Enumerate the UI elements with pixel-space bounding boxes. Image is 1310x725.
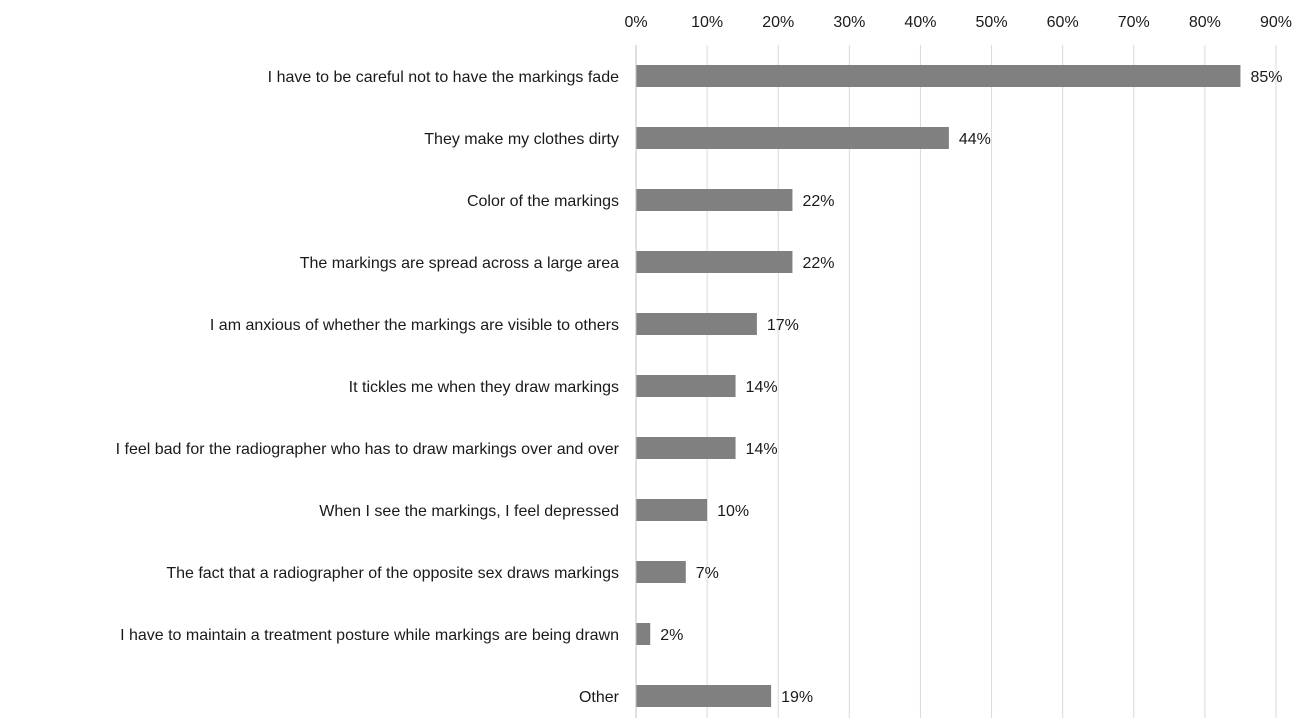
bar: [636, 437, 736, 459]
data-label: 14%: [746, 379, 778, 396]
x-tick-label: 40%: [904, 14, 936, 31]
bar: [636, 127, 949, 149]
x-tick-label: 70%: [1118, 14, 1150, 31]
x-tick-label: 30%: [833, 14, 865, 31]
data-label: 85%: [1250, 69, 1282, 86]
x-tick-label: 10%: [691, 14, 723, 31]
x-tick-label: 60%: [1047, 14, 1079, 31]
bar: [636, 65, 1241, 87]
bars: [636, 65, 1241, 707]
bar: [636, 499, 708, 521]
category-label: The markings are spread across a large a…: [300, 255, 619, 272]
bar: [636, 189, 793, 211]
data-label: 7%: [696, 565, 719, 582]
x-tick-label: 80%: [1189, 14, 1221, 31]
data-label: 14%: [746, 441, 778, 458]
bar: [636, 375, 736, 397]
category-label: They make my clothes dirty: [424, 131, 619, 148]
category-labels: I have to be careful not to have the mar…: [116, 69, 620, 706]
data-label: 2%: [660, 627, 683, 644]
category-label: I have to maintain a treatment posture w…: [120, 627, 619, 644]
gridlines: [706, 45, 1277, 718]
x-tick-label: 50%: [976, 14, 1008, 31]
data-label: 22%: [802, 255, 834, 272]
category-label: Color of the markings: [467, 193, 619, 210]
data-label: 10%: [717, 503, 749, 520]
category-label: The fact that a radiographer of the oppo…: [166, 565, 619, 582]
bar: [636, 623, 651, 645]
data-label: 17%: [767, 317, 799, 334]
x-tick-label: 90%: [1260, 14, 1292, 31]
bar: [636, 561, 686, 583]
category-label: I have to be careful not to have the mar…: [268, 69, 619, 86]
bar: [636, 251, 793, 273]
bar: [636, 313, 757, 335]
x-tick-label: 0%: [624, 14, 647, 31]
category-label: Other: [579, 689, 620, 706]
category-label: When I see the markings, I feel depresse…: [319, 503, 619, 520]
x-axis-ticks: 0% 10% 20% 30% 40% 50% 60% 70% 80% 90%: [624, 14, 1292, 31]
category-label: I am anxious of whether the markings are…: [210, 317, 619, 334]
x-tick-label: 20%: [762, 14, 794, 31]
category-label: I feel bad for the radiographer who has …: [116, 441, 620, 458]
data-label: 22%: [802, 193, 834, 210]
data-label: 44%: [959, 131, 991, 148]
data-labels: 85% 44% 22% 22% 17% 14% 14% 10% 7% 2% 19%: [660, 69, 1282, 706]
bar: [636, 685, 772, 707]
category-label: It tickles me when they draw markings: [349, 379, 619, 396]
data-label: 19%: [781, 689, 813, 706]
